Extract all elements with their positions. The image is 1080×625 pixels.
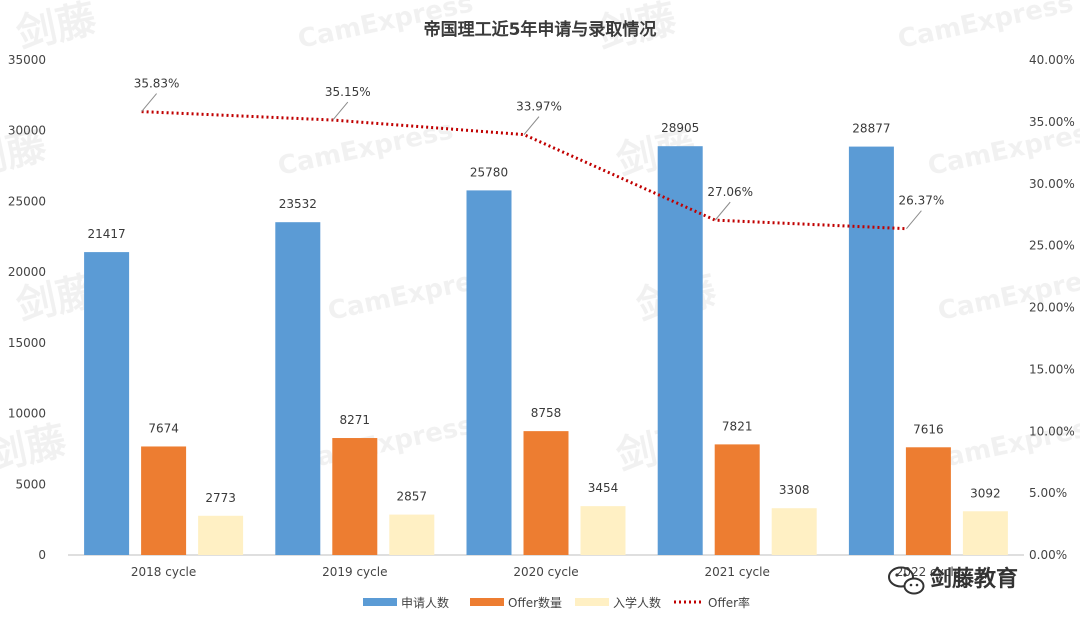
watermark-text: CamExpress <box>895 0 1076 55</box>
data-label-enrolled: 3454 <box>588 481 619 495</box>
data-label-enrolled: 3092 <box>970 486 1001 500</box>
bar-enrolled <box>580 506 626 555</box>
data-label-applications: 25780 <box>470 165 508 179</box>
left-axis-tick-label: 30000 <box>8 124 46 138</box>
chart-title: 帝国理工近5年申请与录取情况 <box>424 19 657 40</box>
offer-rate-label: 33.97% <box>516 100 562 114</box>
watermark-text: CamExpress <box>295 410 476 476</box>
bar-enrolled <box>771 508 817 555</box>
bar-applications <box>657 146 703 555</box>
x-axis-tick-label: 2021 cycle <box>705 565 770 579</box>
legend-item-offer-rate: Offer率 <box>674 595 750 610</box>
bar-applications <box>466 190 512 555</box>
data-label-offers: 8271 <box>340 413 371 427</box>
data-label-offers: 7674 <box>148 421 179 435</box>
watermark-text: 剑藤 <box>13 0 102 58</box>
offer-rate-leader-line <box>332 101 349 121</box>
x-axis-tick-label: 2020 cycle <box>513 565 578 579</box>
bar-offers <box>714 444 760 555</box>
data-label-offers: 7821 <box>722 419 753 433</box>
right-axis-tick-label: 35.00% <box>1029 115 1075 129</box>
bar-offers <box>523 431 569 555</box>
right-axis-tick-label: 25.00% <box>1029 239 1075 253</box>
offer-rate-leader-line <box>523 116 540 135</box>
data-label-applications: 23532 <box>279 197 317 211</box>
right-axis-tick-label: 40.00% <box>1029 53 1075 67</box>
data-label-applications: 21417 <box>88 227 126 241</box>
right-axis: 0.00% 5.00% 10.00% 15.00% 20.00% 25.00% 30.00%… <box>1029 53 1075 562</box>
left-axis-tick-label: 25000 <box>8 194 46 208</box>
bars-group: 21417 7674 2773 23532 8271 2857 25780 8758 3454 2… <box>84 121 1008 556</box>
offer-rate-line <box>141 110 907 231</box>
offer-rate-leader-line <box>714 201 731 221</box>
left-axis-tick-label: 15000 <box>8 336 46 350</box>
legend-label: 入学人数 <box>613 595 661 610</box>
legend-swatch <box>470 598 504 606</box>
left-axis-tick-label: 5000 <box>15 477 46 491</box>
legend: 申请人数 Offer数量 入学人数 Offer率 <box>363 595 750 610</box>
left-axis: 0 5000 10000 15000 20000 25000 30000 35000 <box>8 53 46 562</box>
bar-applications <box>848 146 894 555</box>
watermark-text: CamExpress <box>935 260 1080 326</box>
bar-applications <box>275 222 321 555</box>
data-label-offers: 7616 <box>913 422 944 436</box>
legend-swatch <box>575 598 609 606</box>
brand-logo: 剑藤教育 <box>888 566 1018 595</box>
brand-logo-text: 剑藤教育 <box>929 566 1018 592</box>
bar-enrolled <box>198 515 244 555</box>
right-axis-tick-label: 10.00% <box>1029 424 1075 438</box>
right-axis-tick-label: 5.00% <box>1029 486 1067 500</box>
bar-enrolled <box>962 511 1008 555</box>
legend-label: Offer数量 <box>508 595 562 610</box>
left-axis-tick-label: 20000 <box>8 265 46 279</box>
legend-item-offers: Offer数量 <box>470 595 562 610</box>
data-label-applications: 28905 <box>661 121 699 135</box>
legend-item-enrolled: 入学人数 <box>575 595 661 610</box>
bar-offers <box>905 447 951 555</box>
bar-offers <box>332 438 378 555</box>
legend-label: Offer率 <box>708 595 750 610</box>
wechat-icon <box>888 566 925 595</box>
data-label-enrolled: 2773 <box>205 491 236 505</box>
bar-offers <box>141 446 187 555</box>
data-label-applications: 28877 <box>852 122 890 136</box>
right-axis-tick-label: 30.00% <box>1029 177 1075 191</box>
data-label-enrolled: 2857 <box>397 490 428 504</box>
bar-applications <box>84 252 130 556</box>
right-axis-tick-label: 0.00% <box>1029 548 1067 562</box>
x-axis: 2018 cycle 2019 cycle 2020 cycle 2021 cycle… <box>131 565 961 579</box>
right-axis-tick-label: 15.00% <box>1029 362 1075 376</box>
legend-label: 申请人数 <box>401 595 449 610</box>
left-axis-tick-label: 0 <box>38 548 46 562</box>
watermark-text: 剑藤 <box>0 418 71 480</box>
data-label-offers: 8758 <box>531 406 562 420</box>
offer-rate-line-group: 35.83% 35.15% 33.97% 27.06% 26.37% <box>134 77 945 231</box>
offer-rate-label: 26.37% <box>899 194 945 208</box>
data-label-enrolled: 3308 <box>779 483 810 497</box>
legend-swatch <box>363 598 397 606</box>
x-axis-tick-label: 2018 cycle <box>131 565 196 579</box>
watermark-text: CamExpress <box>275 115 456 181</box>
offer-rate-leader-line <box>906 210 922 229</box>
offer-rate-label: 27.06% <box>707 185 753 199</box>
bar-enrolled <box>389 514 435 555</box>
left-axis-tick-label: 10000 <box>8 407 46 421</box>
offer-rate-label: 35.15% <box>325 85 371 99</box>
x-axis-tick-label: 2019 cycle <box>322 565 387 579</box>
offer-rate-leader-line <box>141 93 157 112</box>
offer-rate-label: 35.83% <box>134 77 180 91</box>
left-axis-tick-label: 35000 <box>8 53 46 67</box>
right-axis-tick-label: 20.00% <box>1029 301 1075 315</box>
legend-item-applications: 申请人数 <box>363 595 449 610</box>
